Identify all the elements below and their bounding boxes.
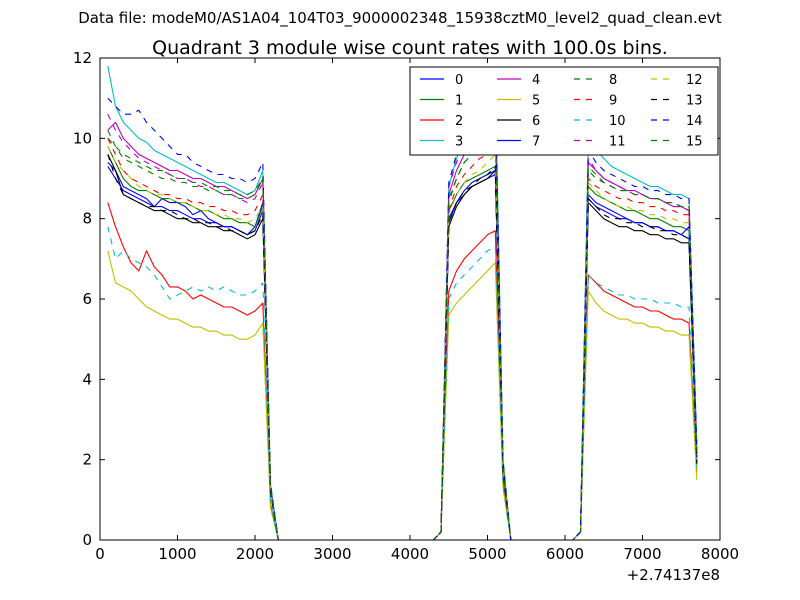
x-tick-label: 0 xyxy=(95,545,105,563)
axes: 0 1000 2000 3000 4000 5000 6000 7000 80000246810… xyxy=(73,49,739,563)
x-tick-label: 4000 xyxy=(391,545,429,563)
y-tick-label: 4 xyxy=(82,370,92,388)
legend-label-4: 4 xyxy=(532,73,540,88)
x-tick-label: 1000 xyxy=(158,545,196,563)
x-tick-label: 7000 xyxy=(623,545,661,563)
series-line-15 xyxy=(107,129,698,540)
legend-label-0: 0 xyxy=(455,73,463,88)
series-line-10 xyxy=(107,226,698,540)
series-line-13 xyxy=(107,154,698,540)
suptitle: Data file: modeM0/AS1A04_104T03_90000023… xyxy=(78,9,722,27)
legend-label-3: 3 xyxy=(455,135,463,150)
series-line-1 xyxy=(107,146,698,540)
series-line-4 xyxy=(107,113,698,540)
chart-title: Quadrant 3 module wise count rates with … xyxy=(152,37,668,59)
x-tick-label: 6000 xyxy=(546,545,584,563)
series-line-12 xyxy=(107,146,698,540)
series-line-5 xyxy=(107,250,698,540)
series-line-6 xyxy=(107,154,698,540)
legend-label-1: 1 xyxy=(455,94,463,109)
legend-label-11: 11 xyxy=(609,135,626,150)
legend-label-6: 6 xyxy=(532,114,540,129)
y-tick-label: 10 xyxy=(73,129,92,147)
y-tick-label: 0 xyxy=(82,531,92,549)
y-tick-label: 8 xyxy=(82,210,92,228)
y-tick-label: 6 xyxy=(82,290,92,308)
x-offset-label: +2.74137e8 xyxy=(627,566,720,584)
x-tick-label: 2000 xyxy=(236,545,274,563)
y-tick-label: 2 xyxy=(82,451,92,469)
legend-label-2: 2 xyxy=(455,114,463,129)
x-tick-label: 8000 xyxy=(701,545,739,563)
series-line-9 xyxy=(107,138,698,540)
series-line-2 xyxy=(107,202,698,540)
legend-label-10: 10 xyxy=(609,114,626,129)
legend-label-9: 9 xyxy=(609,94,617,109)
series-line-8 xyxy=(107,125,698,540)
legend-label-5: 5 xyxy=(532,94,540,109)
series-line-0 xyxy=(107,162,698,540)
legend-label-15: 15 xyxy=(686,135,703,150)
legend-label-7: 7 xyxy=(532,135,540,150)
legend-label-8: 8 xyxy=(609,73,617,88)
series-line-14 xyxy=(107,97,698,540)
legend-label-13: 13 xyxy=(686,94,703,109)
x-tick-label: 3000 xyxy=(313,545,351,563)
legend-label-14: 14 xyxy=(686,114,703,129)
series-line-11 xyxy=(107,105,698,540)
legend-label-12: 12 xyxy=(686,73,703,88)
series-line-7 xyxy=(107,166,698,540)
x-tick-label: 5000 xyxy=(468,545,506,563)
y-tick-label: 12 xyxy=(73,49,92,67)
